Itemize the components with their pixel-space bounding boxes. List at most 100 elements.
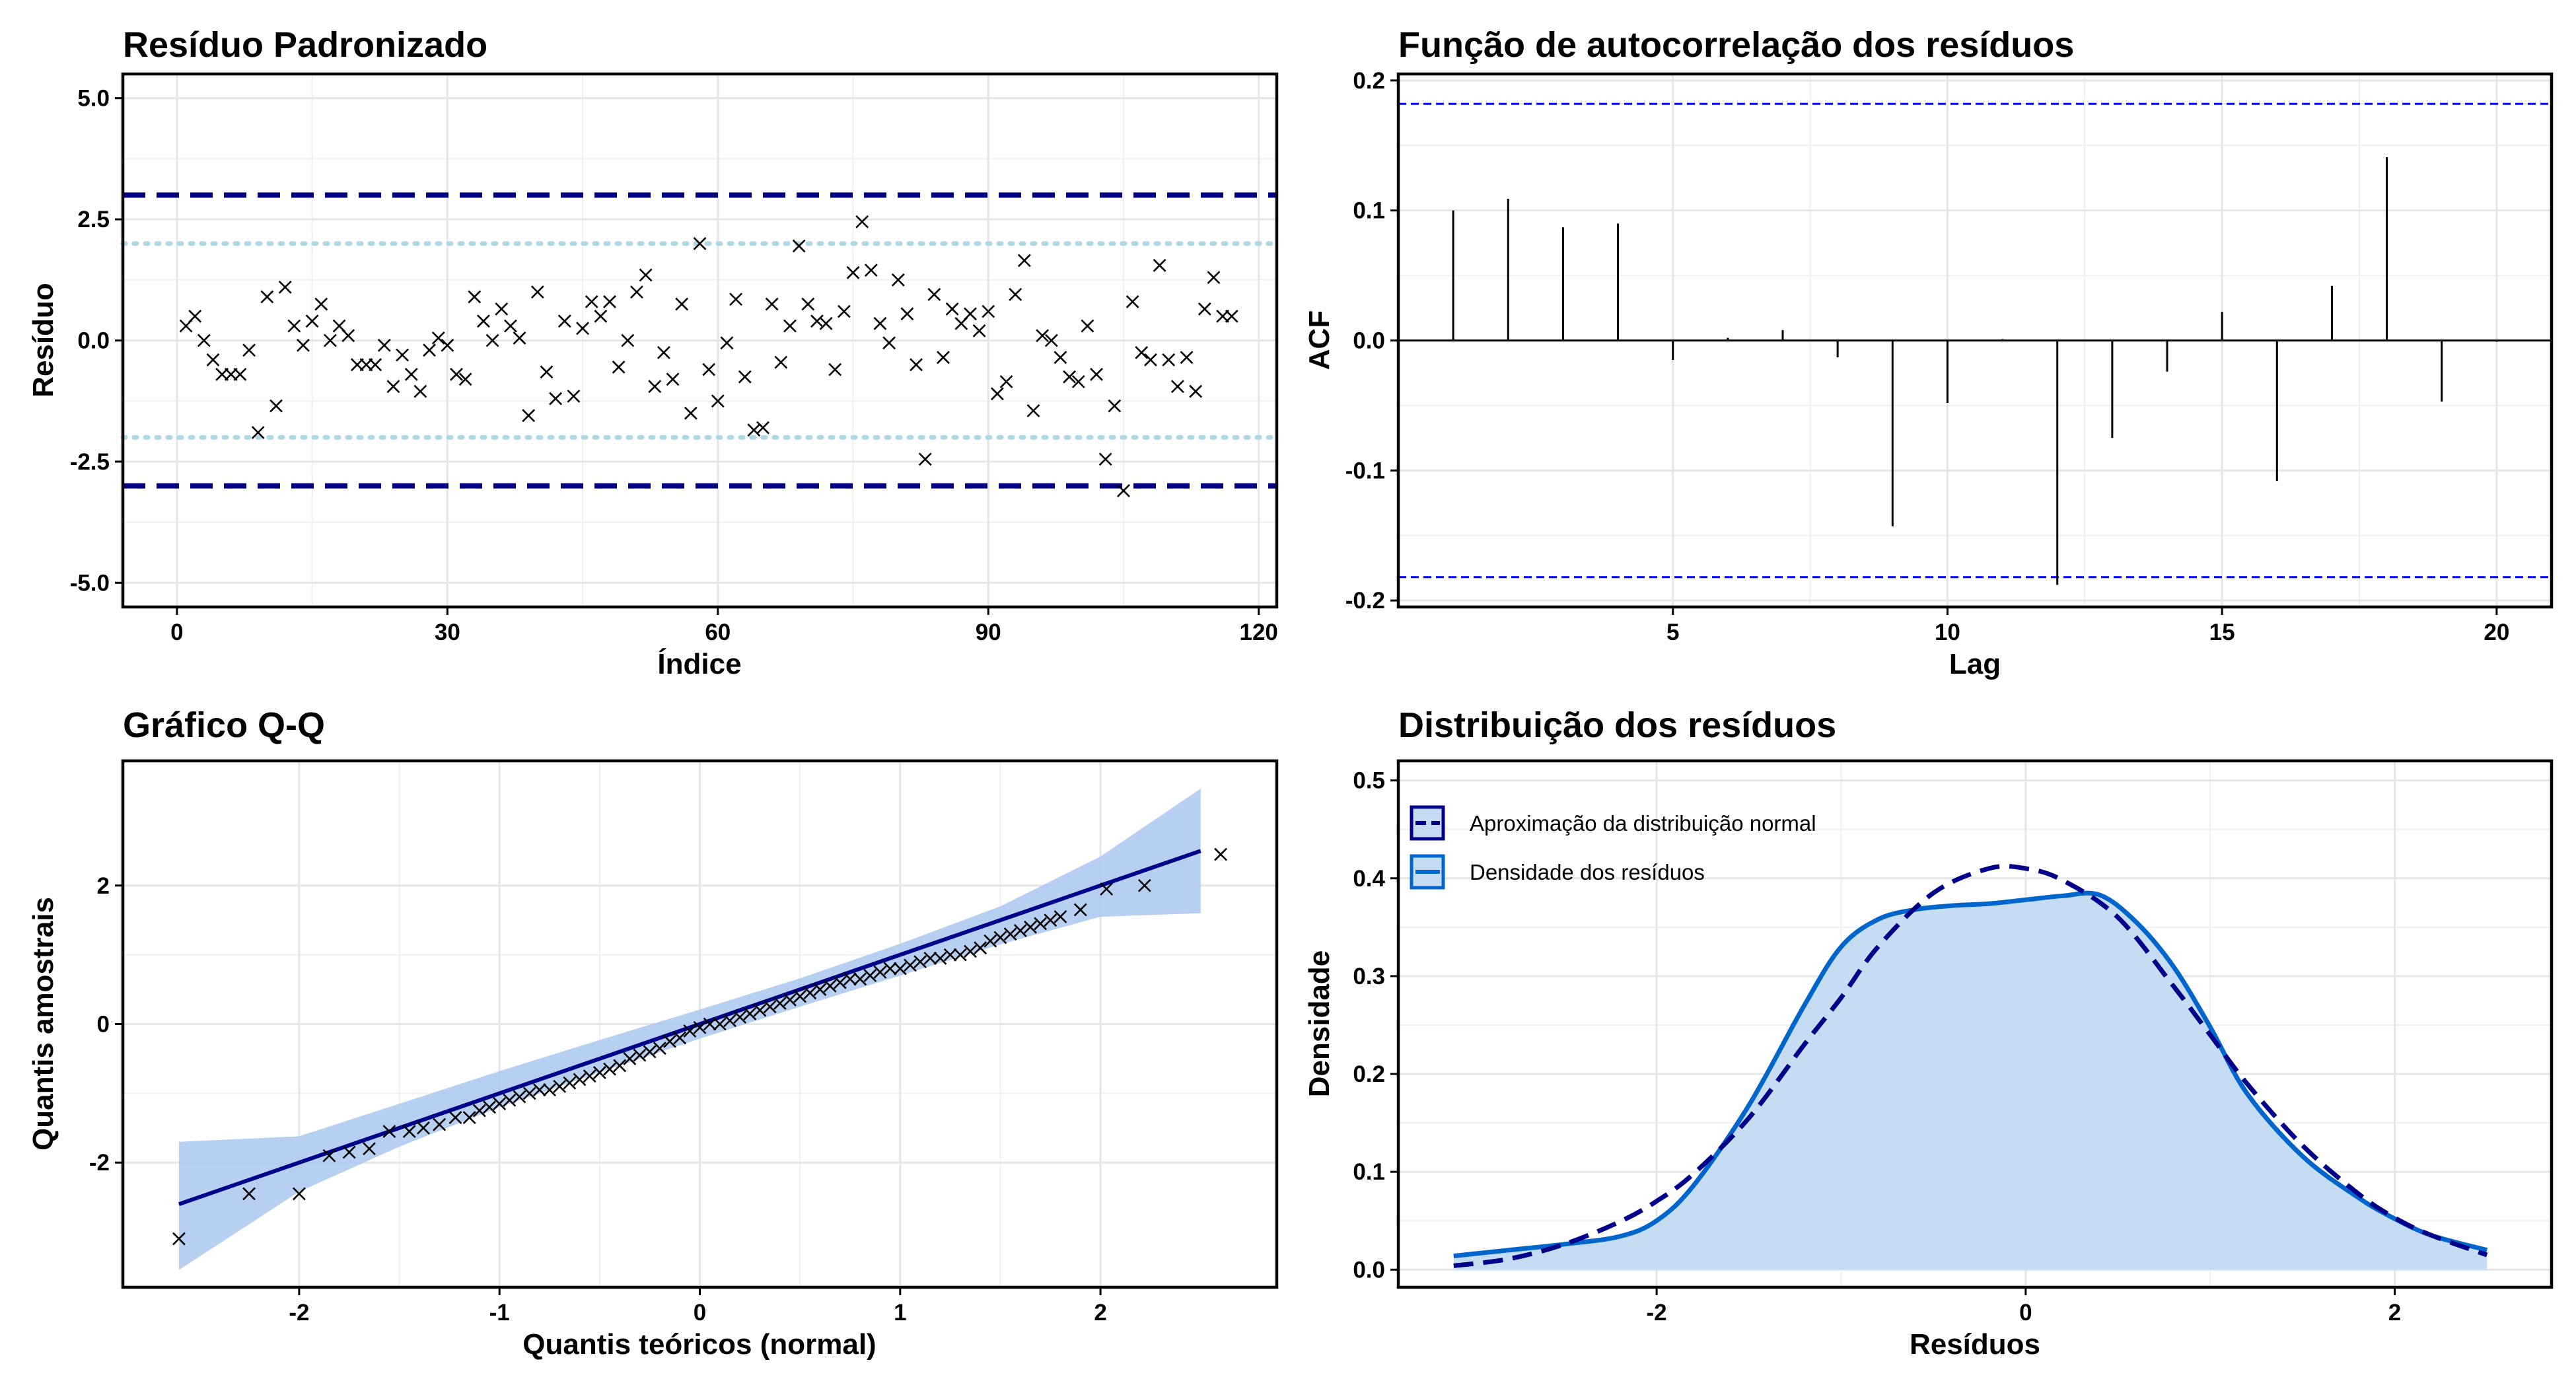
data-point bbox=[653, 1042, 666, 1055]
data-point bbox=[729, 293, 743, 306]
data-point bbox=[292, 1187, 306, 1201]
data-point bbox=[964, 944, 977, 958]
data-point bbox=[477, 314, 490, 328]
data-point bbox=[1063, 370, 1077, 384]
panel-title: Distribuição dos resíduos bbox=[1398, 705, 1836, 745]
legend-label: Densidade dos resíduos bbox=[1470, 860, 1705, 884]
data-point bbox=[648, 380, 662, 394]
data-point bbox=[1214, 847, 1227, 861]
data-point bbox=[1044, 913, 1057, 927]
data-point bbox=[305, 314, 319, 328]
data-point bbox=[585, 295, 598, 308]
data-point bbox=[322, 1149, 336, 1162]
data-point bbox=[513, 331, 526, 345]
panel-acf: Função de autocorrelação dos resíduos 5 1… bbox=[1303, 25, 2554, 680]
data-point bbox=[1017, 254, 1031, 267]
data-point bbox=[417, 1121, 430, 1135]
y-tick-label: 0.2 bbox=[1353, 1061, 1385, 1087]
data-point bbox=[495, 302, 509, 316]
data-point bbox=[396, 348, 410, 362]
data-point bbox=[863, 969, 877, 983]
data-point bbox=[233, 367, 247, 381]
data-point bbox=[402, 1125, 416, 1138]
data-point bbox=[918, 452, 932, 466]
data-point bbox=[999, 374, 1013, 388]
data-point bbox=[431, 331, 445, 345]
data-point bbox=[853, 972, 867, 986]
y-axis-ticks: 0.2 0.1 0.0 -0.1 -0.2 bbox=[1345, 68, 1398, 614]
data-point bbox=[404, 367, 418, 381]
data-point bbox=[323, 334, 337, 347]
x-tick-label: 20 bbox=[2484, 620, 2509, 645]
x-axis-title: Índice bbox=[657, 647, 741, 680]
data-point bbox=[1090, 367, 1103, 381]
data-point bbox=[342, 1145, 356, 1159]
data-point bbox=[819, 316, 833, 330]
data-point bbox=[937, 351, 950, 365]
data-point bbox=[603, 1062, 616, 1076]
data-point bbox=[1073, 903, 1087, 917]
data-point bbox=[673, 1031, 687, 1045]
data-point bbox=[1153, 258, 1166, 272]
data-point bbox=[774, 355, 788, 369]
data-point bbox=[943, 948, 957, 962]
data-marks bbox=[1453, 863, 2488, 1268]
data-point bbox=[828, 363, 842, 376]
data-point bbox=[603, 295, 616, 308]
data-point bbox=[613, 1059, 627, 1073]
x-axis-ticks: 0 30 60 90 120 bbox=[170, 607, 1278, 645]
x-tick-label: -2 bbox=[289, 1300, 309, 1326]
data-point bbox=[251, 425, 265, 439]
grid bbox=[123, 74, 1277, 607]
y-tick-label: 0.0 bbox=[1353, 328, 1385, 354]
data-point bbox=[1135, 345, 1149, 359]
data-point bbox=[773, 997, 787, 1010]
data-point bbox=[242, 1187, 256, 1201]
y-tick-label: -0.2 bbox=[1345, 588, 1385, 614]
data-point bbox=[703, 1017, 717, 1031]
data-point bbox=[540, 365, 554, 379]
y-tick-label: 0.3 bbox=[1353, 964, 1385, 989]
data-point bbox=[1024, 920, 1037, 934]
data-point bbox=[883, 962, 897, 976]
y-tick-label: -5.0 bbox=[70, 570, 110, 596]
data-point bbox=[846, 266, 860, 279]
data-point bbox=[1026, 404, 1040, 417]
data-point bbox=[713, 1017, 727, 1031]
data-point bbox=[472, 1104, 486, 1118]
data-point bbox=[763, 1000, 777, 1014]
y-axis-ticks: 5.0 2.5 0.0 -2.5 -5.0 bbox=[70, 86, 123, 596]
data-point bbox=[945, 302, 959, 316]
data-point bbox=[765, 297, 779, 311]
y-tick-label: 2 bbox=[97, 873, 110, 899]
y-tick-label: 0 bbox=[97, 1012, 110, 1038]
data-point bbox=[1009, 287, 1022, 301]
data-point bbox=[448, 1111, 462, 1124]
data-point bbox=[633, 1048, 647, 1062]
data-point bbox=[666, 373, 680, 386]
data-point bbox=[1071, 374, 1085, 388]
normal-curve bbox=[1453, 863, 2488, 1268]
data-point bbox=[913, 955, 927, 969]
data-point bbox=[563, 1076, 577, 1090]
density-area bbox=[1453, 893, 2487, 1270]
data-point bbox=[893, 962, 907, 976]
x-tick-label: 30 bbox=[435, 620, 460, 645]
data-point bbox=[873, 316, 887, 330]
data-point bbox=[242, 343, 256, 357]
y-axis-title: ACF bbox=[1303, 310, 1336, 370]
y-tick-label: 2.5 bbox=[77, 207, 110, 232]
y-tick-label: 0.4 bbox=[1353, 866, 1385, 892]
x-tick-label: 10 bbox=[1935, 620, 1960, 645]
y-tick-label: -0.1 bbox=[1345, 458, 1385, 483]
data-point bbox=[813, 983, 827, 996]
x-tick-label: -2 bbox=[1647, 1300, 1667, 1326]
data-point bbox=[1126, 295, 1139, 308]
data-point bbox=[927, 287, 941, 301]
y-tick-label: 0.0 bbox=[1353, 1257, 1385, 1283]
x-tick-label: 60 bbox=[705, 620, 731, 645]
data-point bbox=[341, 329, 355, 343]
x-tick-label: 1 bbox=[894, 1300, 906, 1326]
data-point bbox=[543, 1083, 556, 1097]
